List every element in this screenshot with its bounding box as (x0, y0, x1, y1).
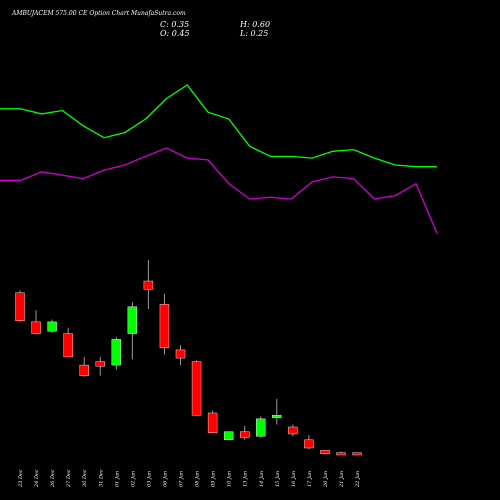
candle (127, 302, 138, 360)
candle-body-down (336, 452, 346, 456)
x-tick-label: 30 Dec (82, 469, 88, 487)
x-tick-label: 08 Jan (195, 471, 201, 487)
indicator-lines (0, 84, 438, 234)
x-tick-label: 03 Jan (146, 471, 152, 487)
candle (95, 356, 105, 376)
candle (63, 327, 73, 358)
indicator-line-1 (0, 84, 437, 168)
candle (352, 452, 362, 456)
candle (336, 451, 346, 456)
candle (15, 290, 25, 322)
candle (223, 431, 234, 441)
candle-body-down (304, 439, 314, 449)
candle (288, 424, 298, 437)
x-tick-label: 16 Jan (291, 471, 297, 487)
candle (79, 356, 89, 377)
candle-body-down (31, 321, 41, 334)
candle-body-up (47, 321, 57, 332)
candle-body-down (159, 304, 170, 348)
candle-body-down (63, 333, 73, 358)
candle-body-up (223, 431, 234, 441)
x-tick-label: 07 Jan (179, 471, 185, 487)
x-tick-label: 02 Jan (130, 471, 136, 487)
candle (207, 410, 218, 434)
candle (320, 450, 330, 455)
x-tick-label: 24 Dec (34, 469, 40, 488)
candle-body-down (288, 426, 298, 435)
x-tick-label: 26 Dec (50, 469, 56, 488)
candle-body-down (239, 431, 250, 438)
candle (47, 319, 57, 333)
candle (191, 360, 202, 416)
candle-body-down (95, 361, 105, 367)
x-tick-label: 14 Jan (259, 471, 265, 487)
x-tick-label: 22 Jan (355, 471, 361, 488)
candle (111, 337, 122, 370)
x-tick-label: 09 Jan (211, 471, 217, 487)
x-axis-labels: 23 Dec 24 Dec 26 Dec 27 Dec 30 Dec 31 Dec 01 J… (18, 469, 361, 488)
candle (304, 435, 314, 450)
x-tick-label: 10 Jan (227, 471, 233, 487)
candle-body-up (256, 418, 266, 437)
x-tick-label: 17 Jan (307, 471, 313, 487)
candle (143, 260, 154, 310)
candle-body-down (207, 412, 218, 434)
candle-body-down (352, 452, 362, 456)
x-tick-label: 31 Dec (98, 469, 104, 487)
candle (256, 416, 266, 438)
x-tick-label: 13 Jan (243, 471, 249, 487)
candle-body-up (127, 306, 138, 334)
x-tick-label: 15 Jan (275, 471, 281, 487)
low-value: L: 0.25 (240, 29, 269, 38)
chart-title: AMBUJACEM 575.00 CE Option Chart MunafaS… (12, 10, 186, 17)
candle-body-down (175, 349, 186, 359)
candle-body-down (191, 361, 202, 416)
candle-body-down (143, 280, 154, 290)
candle-body-down (320, 450, 330, 455)
candle (31, 310, 41, 334)
x-tick-label: 01 Jan (114, 471, 120, 487)
x-tick-label: 06 Jan (162, 471, 168, 487)
candle-body-down (79, 364, 89, 376)
candle (272, 398, 282, 425)
candle (159, 293, 170, 355)
x-tick-label: 20 Jan (323, 471, 329, 488)
x-tick-label: 27 Dec (66, 469, 72, 488)
candle-body-up (111, 339, 122, 366)
indicator-line-2 (0, 147, 438, 234)
candle (239, 425, 250, 440)
high-value: H: 0.60 (240, 20, 271, 29)
candle-body-up (272, 415, 282, 418)
x-tick-label: 23 Dec (18, 469, 24, 488)
candle (175, 345, 186, 366)
close-value: C: 0.35 (160, 20, 190, 29)
x-tick-label: 21 Jan (339, 471, 345, 488)
candle-body-down (15, 292, 25, 321)
candles (15, 260, 362, 456)
open-value: O: 0.45 (160, 29, 190, 38)
